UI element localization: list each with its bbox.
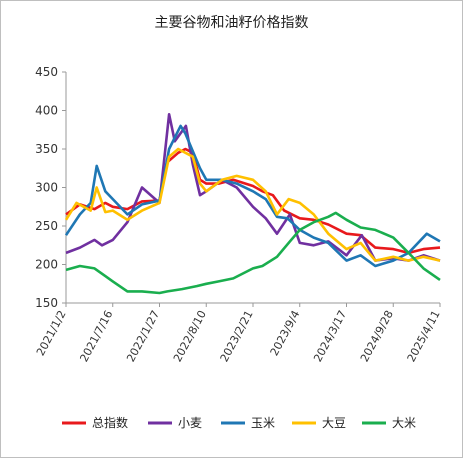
x-tick-label: 2024/3/17 [311, 308, 349, 364]
x-tick-label: 2023/9/4 [268, 308, 303, 358]
x-tick-label: 2021/7/16 [77, 308, 115, 364]
legend-label: 小麦 [178, 416, 202, 430]
x-tick-label: 2022/1/27 [124, 308, 162, 364]
y-tick-label: 300 [35, 181, 58, 195]
series-layer [64, 113, 441, 295]
series-line [65, 211, 441, 295]
y-tick-label: 200 [35, 258, 58, 272]
series-line [65, 113, 441, 262]
y-tick-label: 450 [35, 65, 58, 79]
series-line [64, 124, 441, 268]
legend-label: 大米 [392, 416, 416, 430]
y-tick-label: 350 [35, 142, 58, 156]
y-tick-label: 150 [35, 296, 58, 310]
y-tick-label: 250 [35, 219, 58, 233]
x-tick-label: 2022/8/10 [171, 308, 209, 364]
legend: 总指数 小麦 玉米 大豆 大米 [62, 415, 416, 430]
y-tick-label: 400 [35, 104, 58, 118]
x-tick-label: 2024/9/28 [358, 308, 396, 364]
legend-label: 大豆 [322, 416, 346, 430]
legend-label: 总指数 [92, 415, 128, 430]
chart-title: 主要谷物和油籽价格指数 [154, 15, 309, 31]
series-line [64, 147, 441, 262]
legend-label: 玉米 [251, 416, 275, 430]
x-tick-label: 2021/1/2 [34, 308, 69, 358]
series-line [65, 147, 441, 255]
x-tick-label: 2025/4/11 [405, 308, 443, 364]
x-tick-label: 2023/2/21 [218, 308, 256, 364]
